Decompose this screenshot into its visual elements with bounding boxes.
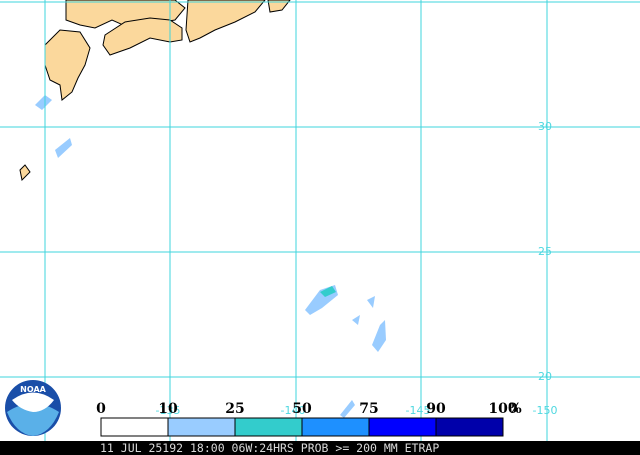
legend-tick: 100	[488, 401, 517, 417]
lat-label: 20	[538, 370, 552, 383]
legend-swatch	[234, 417, 303, 437]
legend-tick: 75	[359, 401, 378, 417]
footer-bar	[0, 441, 640, 455]
noaa-logo: NOAA	[5, 380, 61, 436]
rain-areas	[35, 95, 386, 418]
legend-swatch	[368, 417, 437, 437]
legend-swatch	[301, 417, 370, 437]
lat-label: 30	[538, 120, 552, 133]
footer: 11 JUL 25192 18:00 06W:24HRS PROB >= 200…	[100, 441, 439, 455]
legend-unit: %	[508, 401, 521, 417]
graticule	[0, 0, 640, 441]
legend-swatch	[100, 417, 169, 437]
legend-swatch	[435, 417, 504, 437]
lon-label: -150	[533, 404, 558, 417]
legend-tick: 0	[96, 401, 106, 417]
legend-swatch	[167, 417, 236, 437]
legend-tick: 10	[158, 401, 178, 417]
legend-tick: 90	[426, 401, 446, 417]
svg-text:NOAA: NOAA	[20, 385, 46, 394]
legend-tick: 25	[225, 401, 244, 417]
lon-label: -135	[156, 404, 181, 417]
lat-label: 25	[538, 245, 552, 258]
legend: 0 10 25 50 75 90 100%	[96, 401, 522, 437]
land	[19, 0, 291, 182]
lon-label: -145	[406, 404, 431, 417]
legend-tick: 50	[292, 401, 312, 417]
lon-label: -140	[281, 404, 306, 417]
